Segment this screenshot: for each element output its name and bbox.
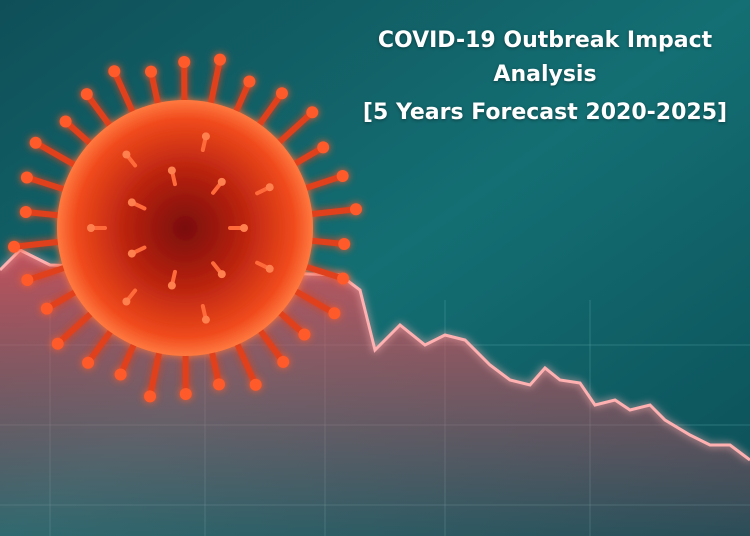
virus-inner-tip xyxy=(265,183,274,192)
virus-spike-tip xyxy=(51,337,64,350)
virus-spike-tip xyxy=(336,169,349,182)
title: COVID-19 Outbreak Impact Analysis xyxy=(377,28,713,87)
virus-inner-tip xyxy=(167,166,176,175)
virus-inner-tip xyxy=(217,177,226,186)
virus-inner-tip xyxy=(127,198,136,207)
virus-spike-tip xyxy=(59,115,72,128)
virus-spike-tip xyxy=(349,203,362,216)
virus-spike-tip xyxy=(213,53,226,66)
virus-inner-tip xyxy=(87,224,95,232)
virus-spike-tip xyxy=(20,171,33,184)
virus-spike-tip xyxy=(243,75,256,88)
virus-spike-tip xyxy=(40,302,53,315)
virus-spike-tip xyxy=(144,65,157,78)
virus-spike-tip xyxy=(298,328,311,341)
virus-inner-tip xyxy=(265,264,274,273)
virus-spike-tip xyxy=(29,136,42,149)
virus-spike-tip xyxy=(144,390,157,403)
virus-spike-tip xyxy=(8,240,21,253)
virus-spike-tip xyxy=(328,307,341,320)
virus-inner-tip xyxy=(201,315,210,324)
virus-body xyxy=(57,100,313,356)
virus-spike-tip xyxy=(249,378,262,391)
virus-spike-tip xyxy=(337,272,350,285)
trend-line xyxy=(0,248,750,462)
virus-inner-tip xyxy=(122,150,131,159)
virus-inner-tip xyxy=(167,281,176,290)
virus-spike-tip xyxy=(80,88,93,101)
virus-spike-tip xyxy=(275,87,288,100)
virus-inner-tip xyxy=(127,249,136,258)
virus-spike-tip xyxy=(82,356,95,369)
virus-inner-tip xyxy=(240,224,248,232)
virus-spike-tip xyxy=(213,378,226,391)
virus-inner-tip xyxy=(122,297,131,306)
virus-spike-tip xyxy=(21,274,34,287)
virus-inner-tip xyxy=(201,132,210,141)
virus-spike-tip xyxy=(114,368,127,381)
virus-spike-tip xyxy=(338,237,351,250)
virus-spike-tip xyxy=(178,56,191,69)
virus-spike-tip xyxy=(277,355,290,368)
virus-inner-tip xyxy=(217,270,226,279)
virus-spike-tip xyxy=(19,206,32,219)
virus-spike-tip xyxy=(108,65,121,78)
virus-spike-tip xyxy=(306,106,319,119)
virus-spike-tip xyxy=(317,141,330,154)
virus xyxy=(8,53,362,403)
subtitle: [5 Years Forecast 2020-2025] xyxy=(362,100,728,125)
virus-spike-tip xyxy=(179,387,192,400)
title-block: COVID-19 Outbreak Impact Analysis [5 Yea… xyxy=(345,24,745,130)
